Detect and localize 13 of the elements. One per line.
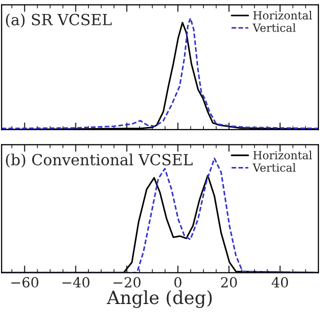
x-tick-label: −40 bbox=[62, 277, 90, 288]
legend-label: Horizontal bbox=[253, 150, 312, 160]
x-axis-title: Angle (deg) bbox=[106, 290, 212, 308]
chart-title: (a) SR VCSEL bbox=[6, 14, 112, 28]
chart-title: (b) Conventional VCSEL bbox=[6, 154, 193, 168]
x-tick-label: 0 bbox=[174, 277, 182, 288]
x-tick-label: 20 bbox=[221, 277, 237, 288]
x-tick-label: 40 bbox=[272, 277, 288, 288]
legend-label: Horizontal bbox=[253, 10, 312, 20]
legend-label: Vertical bbox=[252, 23, 296, 32]
x-tick-label: −20 bbox=[114, 277, 141, 288]
x-tick-label: −60 bbox=[11, 277, 38, 288]
legend-label: Vertical bbox=[252, 163, 296, 172]
